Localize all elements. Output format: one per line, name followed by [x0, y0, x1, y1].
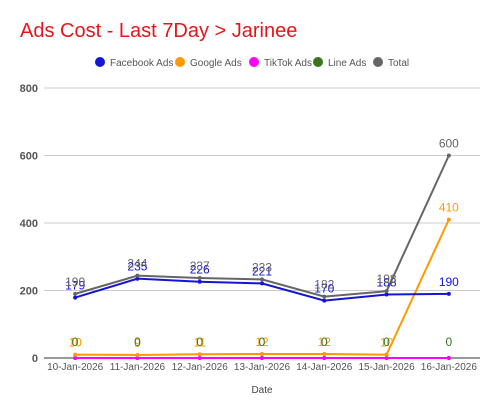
legend-label: Google Ads — [190, 58, 242, 69]
x-tick-label: 11-Jan-2026 — [110, 362, 166, 373]
data-label: 9 — [134, 336, 141, 350]
x-tick-label: 16-Jan-2026 — [421, 362, 478, 373]
legend-marker — [175, 57, 185, 67]
data-point — [322, 298, 327, 303]
data-point — [446, 291, 451, 296]
data-label: 170 — [314, 282, 334, 296]
data-label: 235 — [127, 260, 147, 274]
data-point — [135, 273, 140, 278]
data-point — [260, 356, 264, 360]
x-axis-title: Date — [251, 385, 273, 396]
data-point — [384, 289, 389, 294]
data-label: 182 — [314, 278, 334, 292]
data-label: 244 — [127, 257, 147, 271]
data-point — [197, 276, 202, 281]
data-label: 179 — [65, 279, 85, 293]
data-point — [322, 356, 327, 360]
data-label: 237 — [190, 259, 210, 273]
data-point — [197, 356, 202, 360]
data-point — [135, 356, 140, 360]
legend-marker — [313, 57, 323, 67]
data-point — [322, 294, 327, 299]
data-point — [73, 356, 78, 360]
data-label: 0 — [134, 335, 141, 349]
data-point — [135, 276, 140, 281]
data-label: 190 — [65, 275, 85, 289]
data-label: 0 — [259, 335, 266, 349]
x-tick-label: 10-Jan-2026 — [47, 362, 104, 373]
legend-marker — [95, 57, 105, 67]
y-tick-label: 800 — [20, 83, 38, 95]
y-tick-label: 400 — [20, 218, 38, 230]
legend-label: Total — [388, 58, 409, 69]
chart-title: Ads Cost - Last 7Day > Jarinee — [20, 20, 298, 42]
legend-marker — [249, 57, 259, 67]
data-point — [135, 352, 140, 357]
data-point — [260, 281, 264, 286]
x-tick-label: 14-Jan-2026 — [296, 362, 353, 373]
data-label: 0 — [446, 335, 453, 349]
y-tick-label: 200 — [20, 286, 38, 298]
legend-marker — [373, 57, 383, 67]
legend-label: Line Ads — [328, 58, 366, 69]
legend-label: Facebook Ads — [110, 58, 173, 69]
data-label: 233 — [252, 260, 272, 274]
data-point — [384, 292, 389, 297]
data-label: 10 — [68, 336, 82, 350]
data-point — [322, 351, 327, 356]
data-point — [73, 295, 78, 300]
data-label: 221 — [252, 264, 272, 278]
data-point — [260, 277, 264, 282]
data-label: 0 — [383, 335, 390, 349]
x-tick-label: 15-Jan-2026 — [358, 362, 415, 373]
data-label: 226 — [190, 263, 210, 277]
data-label: 0 — [72, 335, 79, 349]
x-tick-label: 12-Jan-2026 — [172, 362, 229, 373]
data-point — [73, 352, 78, 357]
data-label: 0 — [321, 335, 328, 349]
data-label: 0 — [196, 335, 203, 349]
data-label: 12 — [318, 335, 332, 349]
y-tick-label: 600 — [20, 151, 38, 163]
data-label: 12 — [255, 335, 269, 349]
data-point — [384, 352, 389, 357]
data-label: 188 — [377, 276, 397, 290]
data-point — [197, 352, 202, 357]
data-point — [446, 356, 451, 360]
data-point — [197, 279, 202, 284]
data-point — [260, 351, 264, 356]
data-label: 410 — [439, 201, 459, 215]
data-label: 11 — [193, 335, 206, 349]
data-label: 600 — [439, 137, 459, 151]
x-tick-label: 13-Jan-2026 — [234, 362, 291, 373]
data-label: 10 — [380, 336, 394, 350]
data-point — [446, 217, 451, 222]
y-tick-label: 0 — [32, 353, 38, 365]
legend-label: TikTok Ads — [264, 58, 312, 69]
data-point — [384, 356, 389, 360]
data-point — [446, 153, 451, 158]
data-label: 198 — [377, 272, 397, 286]
data-point — [73, 291, 78, 296]
data-label: 190 — [439, 275, 459, 289]
